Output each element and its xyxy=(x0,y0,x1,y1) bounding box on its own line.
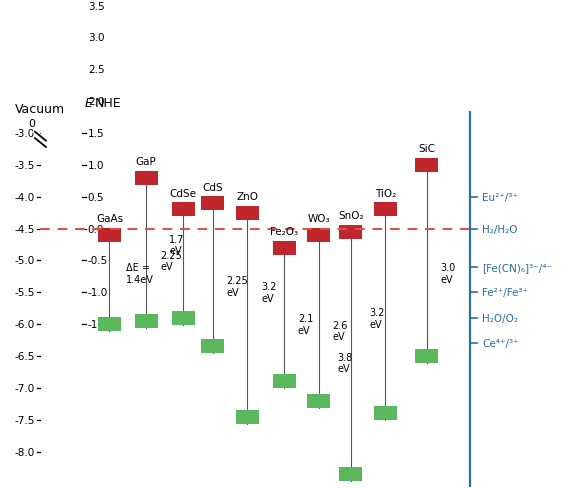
Text: CdSe: CdSe xyxy=(170,188,196,199)
Text: -8.0: -8.0 xyxy=(15,447,35,457)
Text: 3.0
eV: 3.0 eV xyxy=(440,263,456,285)
Text: H₂/H₂O: H₂/H₂O xyxy=(482,224,517,234)
Text: 0.0: 0.0 xyxy=(88,224,104,234)
Text: TiO₂: TiO₂ xyxy=(375,188,396,199)
Text: NHE: NHE xyxy=(94,97,121,110)
Text: ZnO: ZnO xyxy=(236,192,258,202)
Bar xyxy=(273,241,296,255)
Bar xyxy=(135,314,158,328)
Text: -7.5: -7.5 xyxy=(15,415,35,425)
Bar xyxy=(236,206,259,220)
Text: [Fe(CN)₆]³⁻/⁴⁻: [Fe(CN)₆]³⁻/⁴⁻ xyxy=(482,262,552,272)
Text: 2.25
eV: 2.25 eV xyxy=(160,250,182,272)
Bar xyxy=(374,203,397,217)
Text: -3.0: -3.0 xyxy=(15,129,35,139)
Text: H₂O/O₂: H₂O/O₂ xyxy=(482,313,518,323)
Text: 1.7
eV: 1.7 eV xyxy=(169,234,184,256)
Text: 3.2
eV: 3.2 eV xyxy=(261,282,277,304)
Text: SnO₂: SnO₂ xyxy=(338,211,364,221)
Text: -4.0: -4.0 xyxy=(15,192,35,203)
Bar xyxy=(98,318,121,331)
Bar xyxy=(98,228,121,243)
Text: 3.2
eV: 3.2 eV xyxy=(369,307,385,329)
Text: 3.5: 3.5 xyxy=(88,1,105,12)
Bar xyxy=(273,375,296,389)
Text: -1.0: -1.0 xyxy=(88,288,108,298)
Text: -1.5: -1.5 xyxy=(88,320,108,329)
Text: 3.8
eV: 3.8 eV xyxy=(337,352,352,373)
Text: -6.5: -6.5 xyxy=(15,351,35,361)
Text: 2.0: 2.0 xyxy=(88,97,104,107)
Text: 2.1
eV: 2.1 eV xyxy=(298,314,314,335)
Text: GaP: GaP xyxy=(136,157,156,167)
Bar xyxy=(339,467,362,481)
Text: 2.6
eV: 2.6 eV xyxy=(332,320,348,342)
Bar xyxy=(415,349,438,363)
Text: -0.5: -0.5 xyxy=(88,256,108,266)
Text: 0: 0 xyxy=(28,119,35,129)
Bar xyxy=(135,171,158,185)
Bar xyxy=(201,197,224,211)
Text: 2.5: 2.5 xyxy=(88,65,105,75)
Text: 1.5: 1.5 xyxy=(88,129,105,139)
Text: -6.0: -6.0 xyxy=(15,320,35,329)
Text: SiC: SiC xyxy=(418,144,435,154)
Text: 2.25
eV: 2.25 eV xyxy=(226,276,249,297)
Text: GaAs: GaAs xyxy=(96,214,123,224)
Bar xyxy=(415,159,438,172)
Text: -7.0: -7.0 xyxy=(15,383,35,393)
Bar xyxy=(339,225,362,239)
Text: -3.5: -3.5 xyxy=(15,161,35,170)
Text: CdS: CdS xyxy=(203,182,223,192)
Bar xyxy=(201,340,224,354)
Bar xyxy=(307,394,330,408)
Text: -5.0: -5.0 xyxy=(15,256,35,266)
Bar xyxy=(307,228,330,243)
Text: $E$: $E$ xyxy=(84,97,94,110)
Bar xyxy=(171,203,195,217)
Text: 0.5: 0.5 xyxy=(88,192,104,203)
Bar xyxy=(171,311,195,325)
Text: Ce⁴⁺/³⁺: Ce⁴⁺/³⁺ xyxy=(482,339,518,348)
Bar xyxy=(236,409,259,424)
Text: 3.0: 3.0 xyxy=(88,33,104,43)
Text: ΔE =
1.4eV: ΔE = 1.4eV xyxy=(126,263,154,285)
Text: WO₃: WO₃ xyxy=(307,214,330,224)
Text: Fe²⁺/Fe³⁺: Fe²⁺/Fe³⁺ xyxy=(482,288,528,298)
Text: 1.0: 1.0 xyxy=(88,161,104,170)
Text: Eu²⁺/³⁺: Eu²⁺/³⁺ xyxy=(482,192,518,203)
Bar xyxy=(374,407,397,421)
Text: Fe₂O₃: Fe₂O₃ xyxy=(270,227,298,237)
Text: -5.5: -5.5 xyxy=(15,288,35,298)
Text: -4.5: -4.5 xyxy=(15,224,35,234)
Text: Vacuum: Vacuum xyxy=(15,103,65,116)
